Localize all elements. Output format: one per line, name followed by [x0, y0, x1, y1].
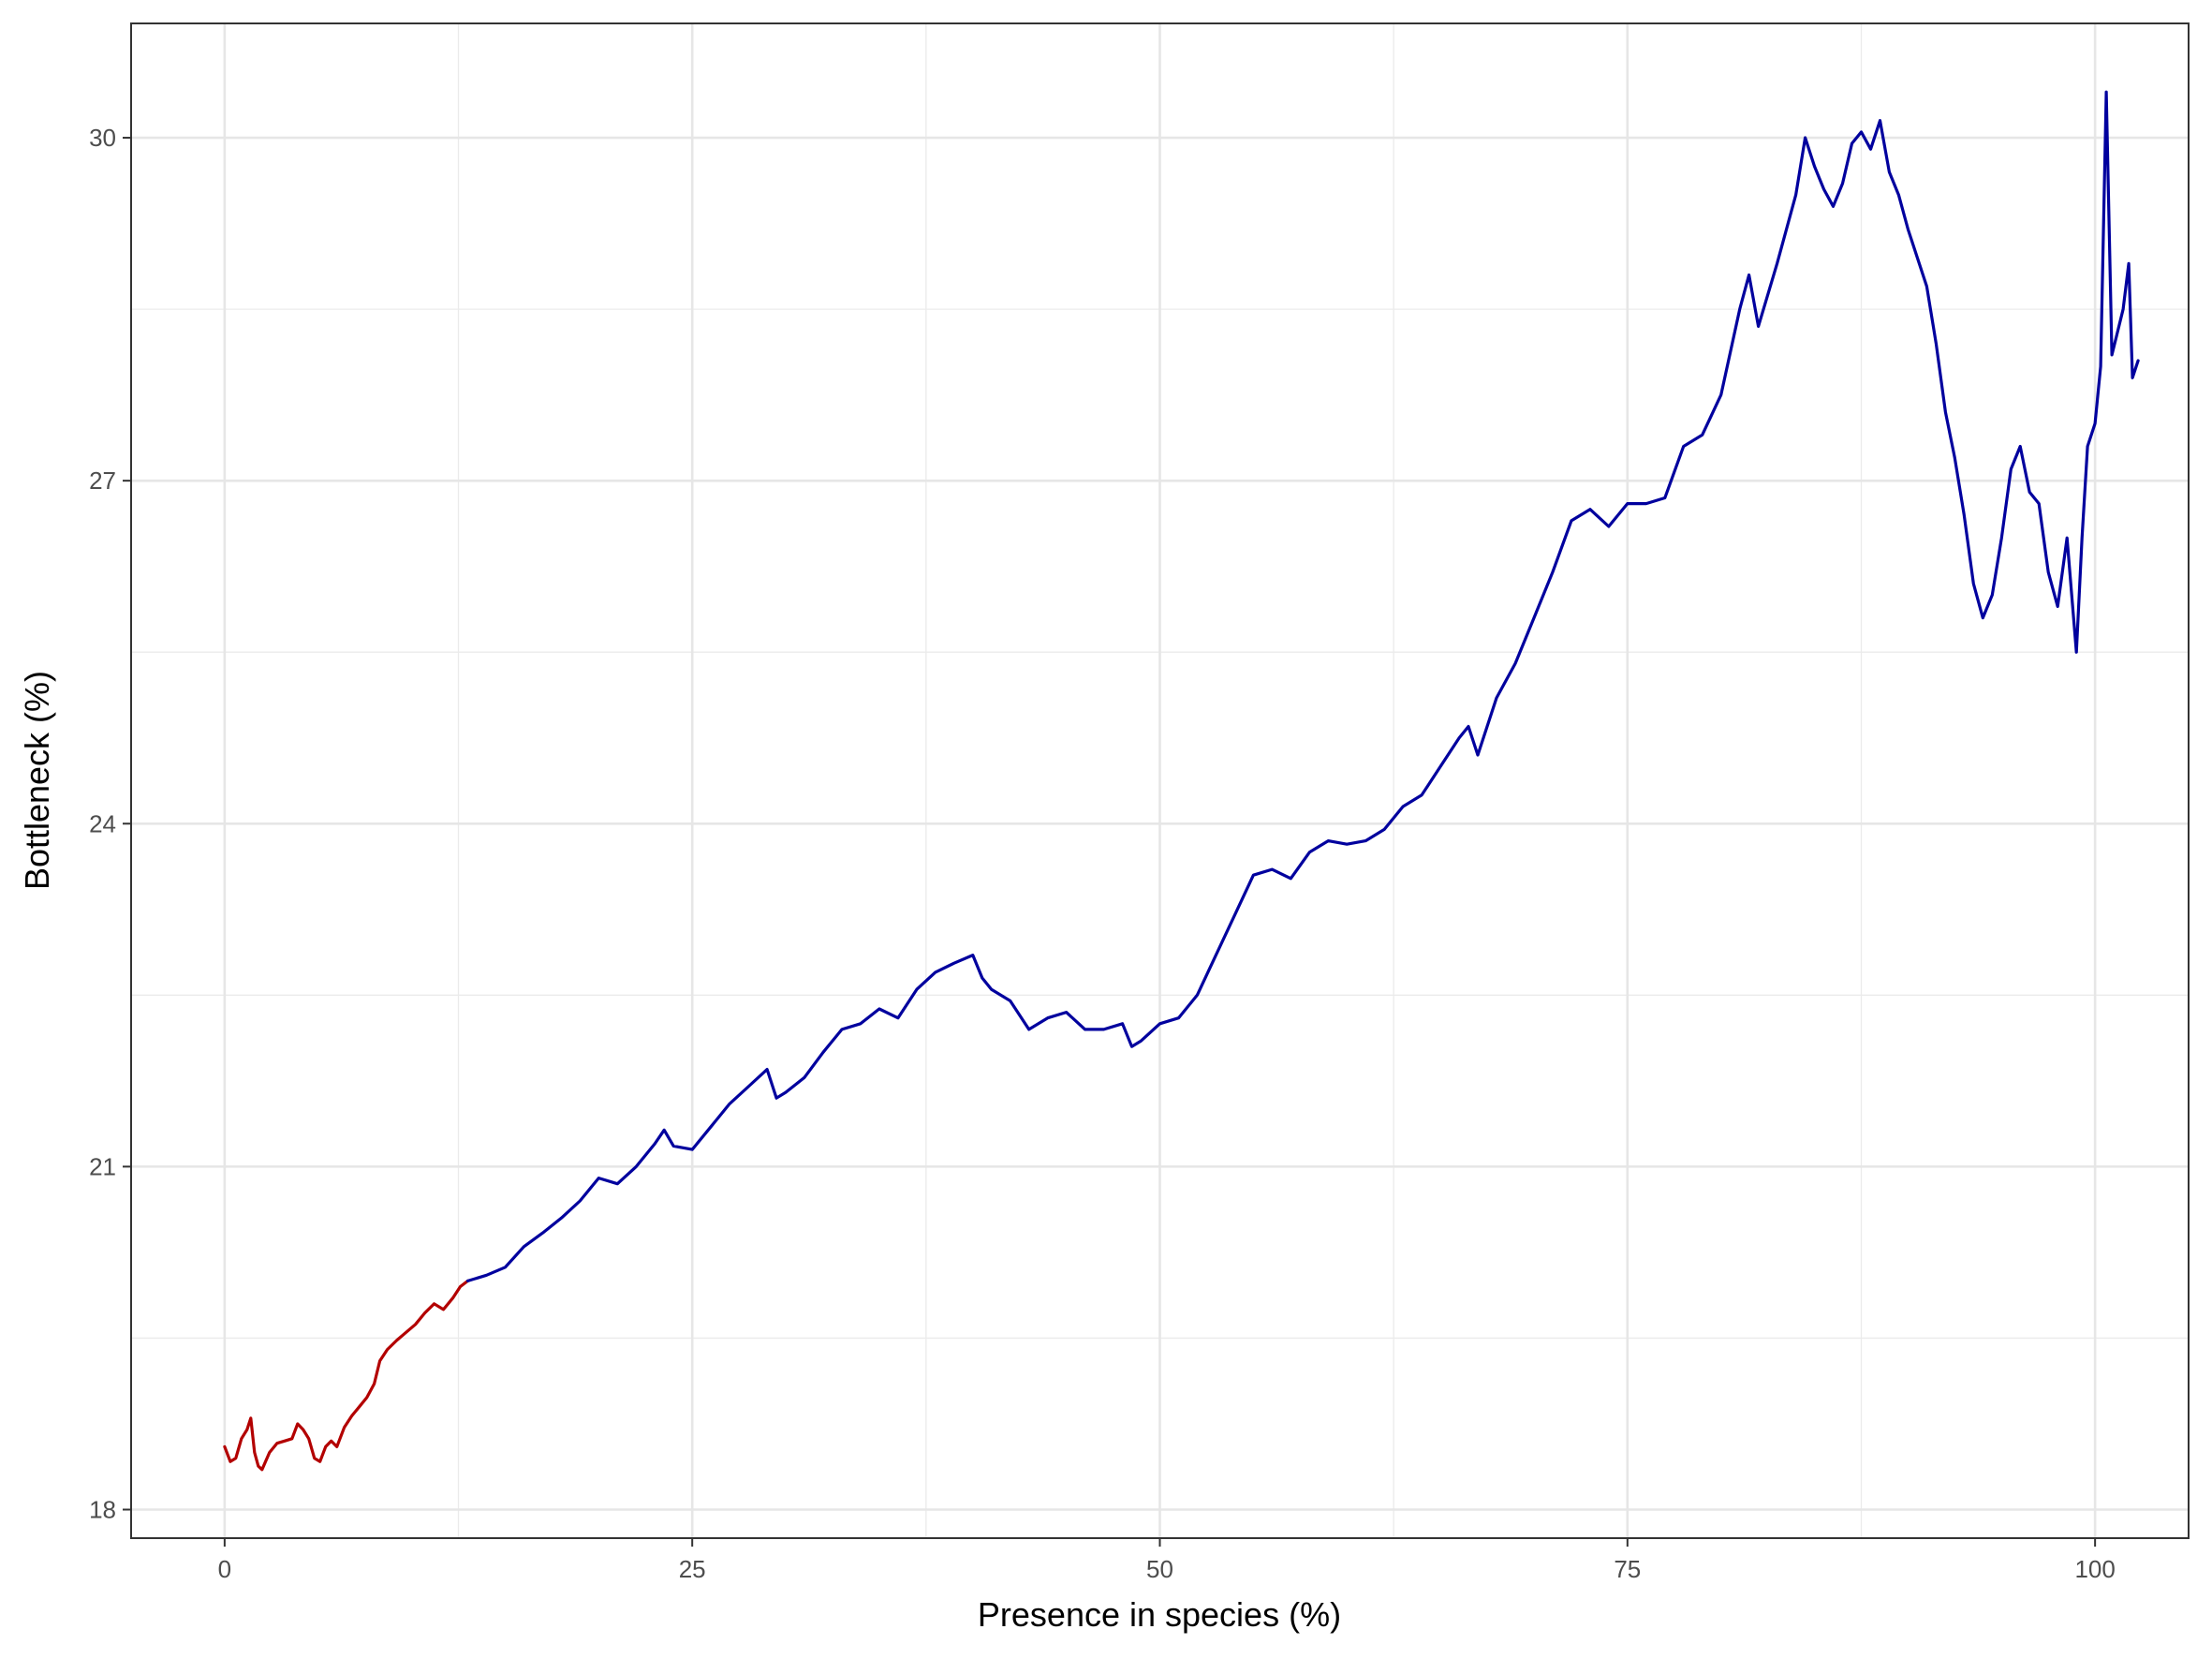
- x-tick-label: 75: [1614, 1555, 1641, 1583]
- grid-lines: [131, 23, 2189, 1538]
- series-line-1: [223, 1279, 470, 1472]
- x-axis-title: Presence in species (%): [978, 1595, 1341, 1634]
- y-axis-title: Bottleneck (%): [18, 671, 56, 890]
- y-tick-label: 27: [89, 467, 116, 495]
- y-tick-label: 24: [89, 809, 116, 837]
- series-layer: [223, 90, 2140, 1472]
- y-tick-label: 18: [89, 1495, 116, 1523]
- x-tick-label: 25: [679, 1555, 706, 1583]
- y-tick-label: 30: [89, 124, 116, 152]
- series-line-2: [465, 90, 2140, 1282]
- x-axis: 0 25 50 75 100: [218, 1538, 2116, 1583]
- y-axis: 18 21 24 27 30: [89, 124, 131, 1523]
- x-tick-label: 50: [1146, 1555, 1173, 1583]
- y-tick-label: 21: [89, 1152, 116, 1180]
- x-tick-label: 0: [218, 1555, 231, 1583]
- x-tick-label: 100: [2074, 1555, 2115, 1583]
